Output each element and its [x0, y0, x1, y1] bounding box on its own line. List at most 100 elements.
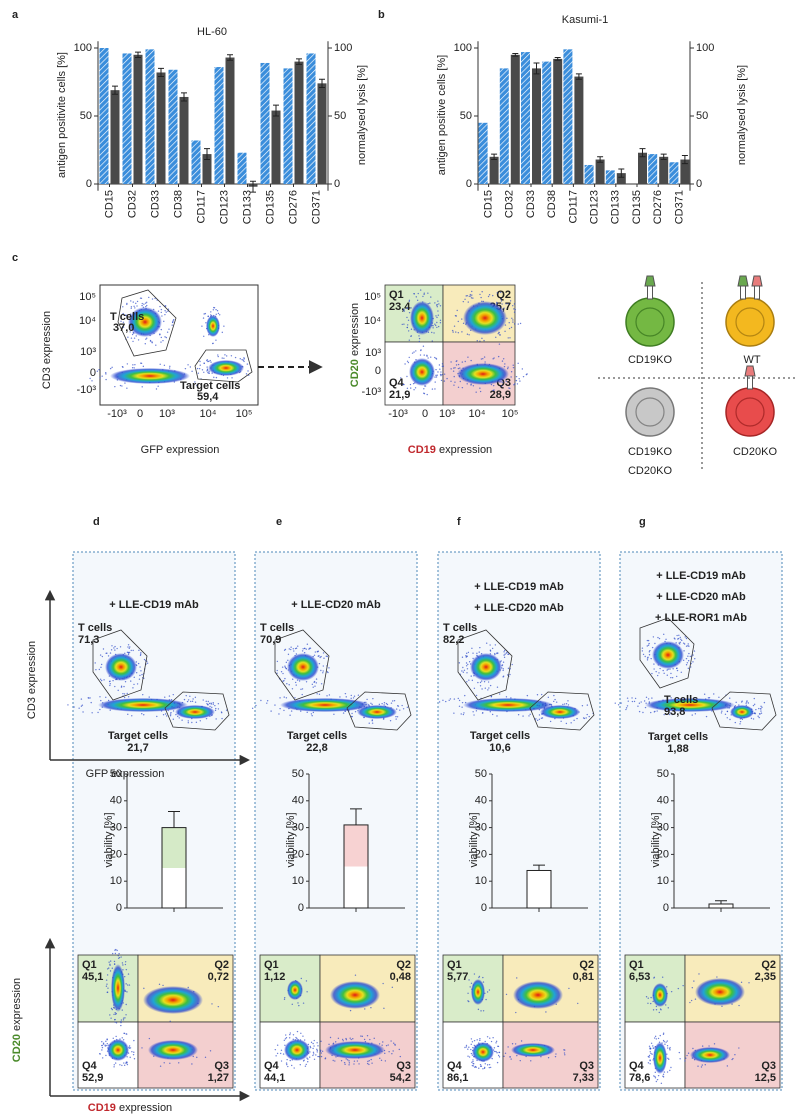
event-dot — [496, 715, 498, 717]
event-dot — [659, 667, 661, 670]
event-dot — [461, 318, 463, 320]
event-dot — [495, 1042, 497, 1044]
event-dot — [487, 295, 490, 298]
event-dot — [488, 687, 490, 689]
event-dot — [502, 675, 505, 677]
receptor-head — [644, 275, 656, 287]
event-dot — [383, 1007, 385, 1010]
event-dot — [121, 365, 124, 368]
event-dot — [577, 1002, 579, 1005]
y-tick-label: 10 — [292, 875, 304, 887]
event-dot — [502, 358, 505, 360]
event-dot — [368, 722, 370, 724]
event-dot — [317, 1045, 319, 1047]
event-dot — [322, 672, 324, 674]
y2-tick-label: 100 — [334, 42, 352, 54]
event-dot — [507, 303, 509, 305]
event-dot — [114, 949, 116, 951]
y-tick-label: 0 — [298, 902, 304, 914]
event-dot — [674, 638, 676, 640]
event-dot — [663, 1071, 666, 1073]
event-dot — [470, 359, 472, 362]
event-dot — [406, 307, 409, 309]
event-dot — [472, 297, 474, 299]
event-dot — [471, 647, 473, 650]
event-dot — [480, 1010, 482, 1012]
event-dot — [478, 651, 480, 653]
event-dot — [119, 1064, 121, 1066]
event-dot — [530, 1060, 532, 1062]
y-axis-label: viability [%] — [285, 812, 297, 867]
event-dot — [648, 651, 651, 653]
y2-tick-label: 0 — [334, 178, 340, 190]
event-dot — [140, 362, 142, 364]
event-dot — [190, 700, 192, 703]
column-heading: + LLE-CD20 mAb — [291, 599, 381, 611]
event-dot — [124, 1017, 126, 1019]
event-dot — [468, 1046, 470, 1048]
event-dot — [146, 337, 148, 339]
event-dot — [312, 1054, 314, 1057]
event-dot — [204, 1056, 207, 1059]
y2-tick-label: 100 — [696, 42, 714, 54]
x-tick-label: CD38 — [172, 190, 184, 218]
event-dot — [467, 1055, 469, 1057]
event-dot — [127, 336, 129, 338]
event-dot — [280, 671, 283, 673]
event-dot — [98, 368, 100, 371]
event-dot — [470, 1043, 472, 1046]
event-dot — [462, 713, 465, 716]
event-dot — [245, 373, 248, 375]
event-dot — [698, 973, 700, 975]
event-dot — [644, 706, 647, 709]
density-cloud — [287, 653, 319, 681]
event-dot — [553, 694, 555, 697]
event-dot — [488, 1066, 490, 1069]
event-dot — [676, 669, 679, 672]
bar — [648, 154, 658, 184]
event-dot — [311, 715, 313, 717]
bar — [553, 58, 563, 184]
quadrant-name: Q1 — [264, 959, 279, 971]
event-dot — [480, 296, 482, 299]
event-dot — [199, 360, 201, 363]
event-dot — [521, 368, 524, 370]
event-dot — [106, 1039, 108, 1041]
event-dot — [747, 702, 750, 704]
event-dot — [215, 376, 218, 379]
event-dot — [133, 683, 135, 686]
event-dot — [507, 366, 509, 368]
y-tick-label: 40 — [475, 795, 487, 807]
event-dot — [167, 310, 169, 312]
event-dot — [133, 1058, 136, 1060]
event-dot — [471, 1061, 473, 1064]
event-dot — [403, 309, 405, 311]
event-dot — [163, 1062, 165, 1064]
event-dot — [111, 952, 114, 955]
event-dot — [101, 1040, 103, 1043]
event-dot — [133, 367, 135, 369]
event-dot — [141, 304, 143, 307]
event-dot — [131, 1051, 133, 1053]
quadrant-value: 0,81 — [573, 971, 594, 983]
event-dot — [536, 694, 539, 696]
panel-label: g — [639, 516, 646, 528]
event-dot — [703, 693, 706, 695]
event-dot — [217, 355, 219, 358]
event-dot — [655, 1005, 658, 1008]
quadrant-name: Q1 — [82, 959, 97, 971]
event-dot — [679, 641, 681, 644]
bar — [179, 96, 189, 184]
bar — [584, 164, 594, 184]
bar — [478, 122, 488, 184]
event-dot — [198, 367, 201, 370]
event-dot — [670, 697, 672, 699]
event-dot — [588, 715, 590, 718]
event-dot — [654, 1077, 657, 1079]
x-tick-label: 10³ — [439, 408, 455, 420]
event-dot — [295, 684, 297, 686]
event-dot — [125, 1033, 127, 1035]
event-dot — [738, 1047, 740, 1049]
event-dot — [721, 710, 723, 712]
event-dot — [492, 294, 494, 297]
